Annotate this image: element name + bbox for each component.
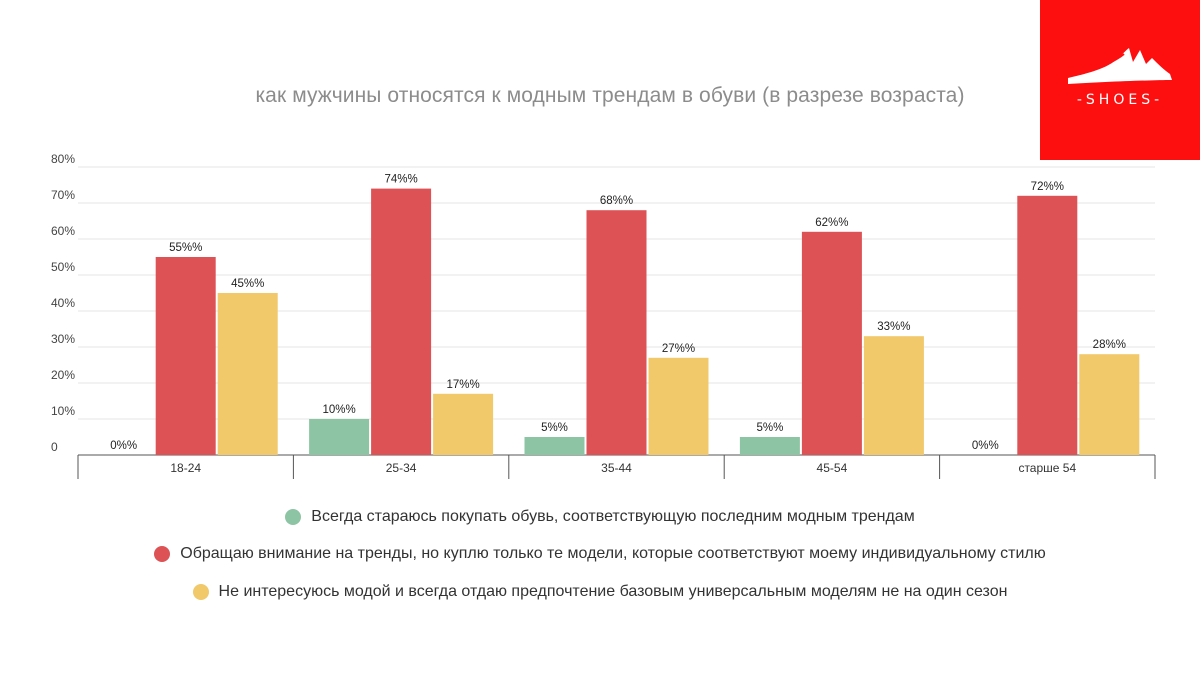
data-label: 33%% [877, 321, 910, 333]
bar-3 [863, 336, 924, 455]
legend-swatch-1 [285, 509, 302, 525]
x-tick-label: 18-24 [170, 461, 201, 475]
bar-2 [801, 231, 862, 455]
legend-item-3: Не интересуюсь модой и всегда отдаю пред… [0, 583, 1200, 601]
bar-3 [217, 293, 278, 455]
bar-2 [1017, 195, 1078, 456]
data-label: 74%% [384, 174, 417, 186]
bar-1 [309, 419, 370, 455]
x-tick-label: старше 54 [1018, 461, 1076, 475]
legend-label-2: Обращаю внимание на тренды, но куплю тол… [180, 545, 1046, 562]
shoe-sole-icon [1068, 48, 1172, 84]
bar-1 [739, 437, 800, 455]
legend-swatch-2 [154, 546, 171, 562]
legend-item-1: Всегда стараюсь покупать обувь, соответс… [0, 508, 1200, 526]
logo-text: -SHOES- [1076, 92, 1164, 108]
data-label: 0%% [972, 440, 999, 452]
y-tick-label: 70% [51, 188, 75, 202]
y-tick-label: 20% [51, 368, 75, 382]
data-label: 72%% [1031, 181, 1064, 193]
bar-1 [524, 437, 585, 455]
legend-label-3: Не интересуюсь модой и всегда отдаю пред… [218, 583, 1008, 600]
y-tick-label: 60% [51, 224, 75, 238]
data-label: 10%% [322, 404, 355, 416]
y-tick-label: 0 [51, 440, 58, 454]
data-label: 45%% [231, 278, 264, 290]
data-label: 5%% [756, 422, 783, 434]
legend-item-2: Обращаю внимание на тренды, но куплю тол… [0, 545, 1200, 563]
data-label: 55%% [169, 242, 202, 254]
bar-chart: 0 10% 20% 30% 40% 50% 60% 70% 80% 18-24 25-34 35-44… [51, 152, 1156, 479]
x-tick-label: 35-44 [601, 461, 632, 475]
data-label: 17%% [446, 379, 479, 391]
data-label: 68%% [600, 195, 633, 207]
legend-swatch-3 [192, 584, 209, 600]
shoes-logo: -SHOES- [1040, 0, 1200, 160]
data-label: 62%% [815, 217, 848, 229]
y-tick-label: 50% [51, 260, 75, 274]
bar-3 [1079, 354, 1140, 455]
data-label: 5%% [541, 422, 568, 434]
bar-3 [433, 393, 494, 455]
y-tick-label: 40% [51, 296, 75, 310]
bar-3 [648, 357, 709, 455]
bar-2 [371, 188, 432, 455]
x-tick-label: 25-34 [386, 461, 417, 475]
bar-2 [155, 257, 216, 455]
y-tick-label: 80% [51, 152, 75, 166]
y-tick-label: 10% [51, 404, 75, 418]
x-tick-label: 45-54 [817, 461, 848, 475]
data-label: 27%% [662, 343, 695, 355]
chart-title: как мужчины относятся к модным трендам в… [255, 84, 965, 107]
bar-2 [586, 210, 647, 455]
data-label: 28%% [1093, 339, 1126, 351]
y-tick-label: 30% [51, 332, 75, 346]
legend-label-1: Всегда стараюсь покупать обувь, соответс… [311, 508, 915, 525]
data-label: 0%% [110, 440, 137, 452]
